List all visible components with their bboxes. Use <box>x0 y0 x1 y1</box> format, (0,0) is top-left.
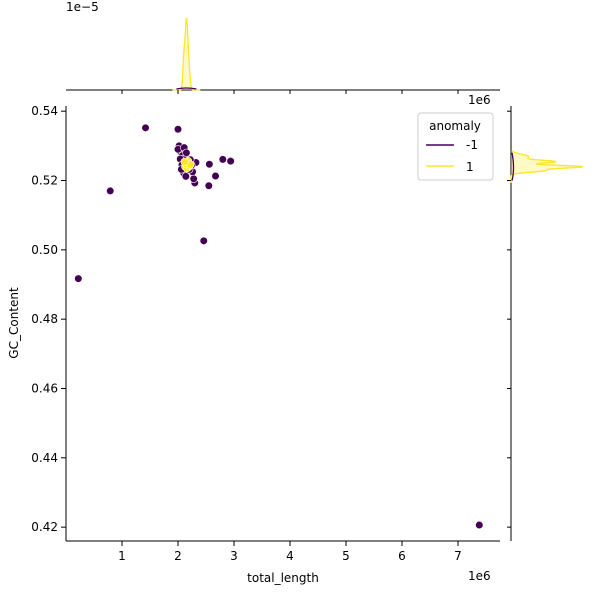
legend-label-1: 1 <box>466 160 474 174</box>
scatter-points <box>74 123 484 530</box>
legend: anomaly -1 1 <box>417 112 494 181</box>
legend-label-neg1: -1 <box>466 138 478 152</box>
y-top-offset-label: 1e6 <box>468 93 491 107</box>
x-tick-label: 5 <box>342 549 350 563</box>
x-tick-label: 4 <box>286 549 294 563</box>
y-tick-label: 0.50 <box>31 243 58 257</box>
x-tick-label: 3 <box>230 549 238 563</box>
y-tick-label: 0.42 <box>31 520 58 534</box>
top-marginal-kde-line-negative <box>176 87 197 90</box>
y-axis-label: GC_Content <box>7 287 21 359</box>
right-marginal-kde-line <box>510 150 584 183</box>
point-anomaly-neg1 <box>181 172 190 181</box>
top-marginal-kde-fill <box>172 18 201 90</box>
x-ticks: 1 2 3 4 5 6 7 <box>118 90 462 563</box>
point-anomaly-neg1 <box>189 174 198 183</box>
y-tick-label: 0.54 <box>31 104 58 118</box>
top-marginal-kde-line <box>172 17 201 91</box>
point-anomaly-neg1 <box>182 148 191 157</box>
y-tick-label: 0.48 <box>31 312 58 326</box>
point-anomaly-neg1 <box>141 123 150 132</box>
y-tick-label: 0.44 <box>31 451 58 465</box>
top-marginal: 1e−5 <box>66 0 500 91</box>
x-offset-label: 1e6 <box>468 569 491 583</box>
y-ticks: 0.42 0.44 0.46 0.48 0.50 0.52 0.54 <box>31 104 511 534</box>
x-tick-label: 6 <box>398 549 406 563</box>
main-axes: 1 2 3 4 5 6 7 0.42 0.44 0.46 0.48 0.50 0.52 0.54 tot… <box>7 90 511 585</box>
right-marginal <box>510 106 584 541</box>
point-anomaly-1 <box>180 157 189 166</box>
top-marginal-offset-label: 1e−5 <box>66 0 99 14</box>
y-tick-label: 0.52 <box>31 174 58 188</box>
point-anomaly-neg1 <box>106 186 115 196</box>
right-marginal-kde-line-negative <box>511 152 515 181</box>
point-anomaly-neg1 <box>205 160 214 169</box>
x-tick-label: 7 <box>454 549 462 563</box>
legend-title: anomaly <box>429 119 481 133</box>
x-tick-label: 1 <box>118 549 126 563</box>
right-marginal-kde-fill <box>511 150 582 183</box>
y-tick-label: 0.46 <box>31 381 58 395</box>
point-anomaly-neg1 <box>74 274 83 283</box>
point-anomaly-neg1 <box>211 171 220 181</box>
x-axis-label: total_length <box>247 571 319 585</box>
legend-box <box>417 112 494 181</box>
point-anomaly-neg1 <box>173 125 183 134</box>
point-anomaly-neg1 <box>218 155 227 164</box>
point-anomaly-neg1 <box>199 236 208 245</box>
point-anomaly-neg1 <box>226 157 235 166</box>
point-anomaly-neg1 <box>475 520 484 530</box>
point-anomaly-neg1 <box>204 181 213 190</box>
x-tick-label: 2 <box>174 549 182 563</box>
